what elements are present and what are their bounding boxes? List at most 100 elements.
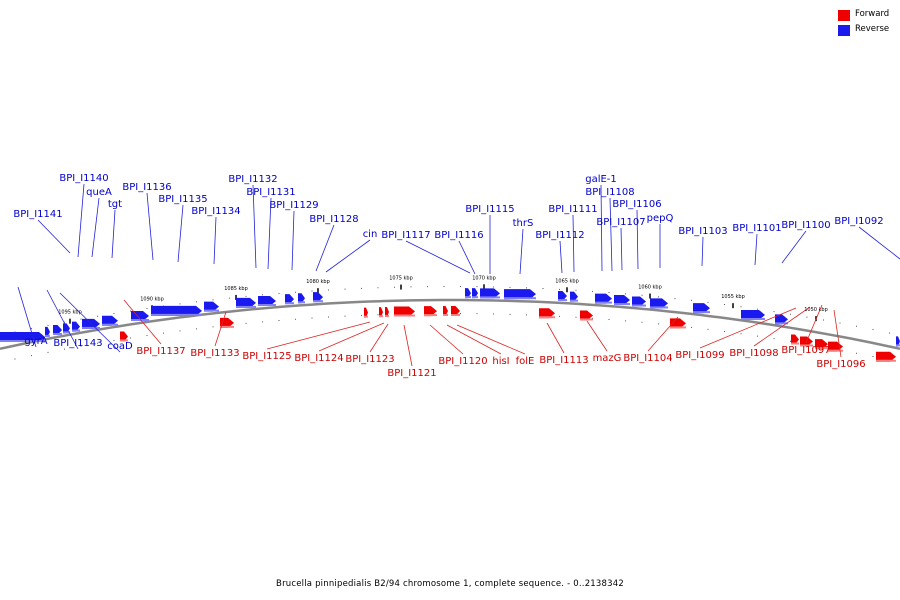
reverse-gene-arrow xyxy=(741,309,765,320)
gene-label: BPI_I1128 xyxy=(309,214,358,225)
gene-label: BPI_I1113 xyxy=(539,355,588,366)
legend-forward: Forward xyxy=(838,9,900,24)
gene-shadow xyxy=(298,301,305,304)
label-leader xyxy=(858,226,900,260)
label-leader xyxy=(369,323,389,353)
label-leader xyxy=(405,240,471,274)
gene-shadow xyxy=(580,318,593,321)
gene-shadow xyxy=(570,299,578,302)
reverse-gene-arrow xyxy=(53,325,62,336)
gene-shadow xyxy=(131,319,149,322)
gene-label: BPI_I1115 xyxy=(465,204,514,215)
scale-labels: 1095 kbp 1090 kbp 1085 kbp 1080 kbp 1075 kbp… xyxy=(58,275,828,324)
label-leader xyxy=(37,219,71,254)
gene-shadow xyxy=(800,344,813,347)
reverse-gene-arrow xyxy=(570,291,578,302)
sequence-caption: Brucella pinnipedialis B2/94 chromosome … xyxy=(276,579,624,589)
gene-shadow xyxy=(775,322,788,325)
gene-label: BPI_I1107 xyxy=(596,217,645,228)
forward-gene-arrow xyxy=(580,310,593,321)
forward-gene-arrow xyxy=(815,339,828,350)
label-leader xyxy=(701,236,704,267)
gene-shadow xyxy=(364,315,368,318)
label-leader xyxy=(267,197,272,270)
label-leader xyxy=(214,311,227,347)
label-leader xyxy=(586,320,608,352)
forward-gene-arrow xyxy=(539,308,555,319)
label-leader xyxy=(17,286,37,348)
reverse-gene-arrow xyxy=(258,295,276,306)
gene-shadow xyxy=(741,317,765,320)
gene-label: queA xyxy=(86,187,112,198)
gene-shadow xyxy=(595,301,612,304)
reverse-gene-arrow xyxy=(72,321,80,332)
reverse-gene-arrow xyxy=(45,326,50,337)
label-leader xyxy=(77,183,85,258)
scale-label: 1075 kbp xyxy=(389,276,413,282)
gene-shadow xyxy=(285,302,294,305)
reverse-gene-arrow xyxy=(298,293,305,304)
gene-shadow xyxy=(480,296,500,299)
gene-label: BPI_I1140 xyxy=(59,173,108,184)
gene-shadow xyxy=(693,311,710,314)
gene-label: BPI_I1143 xyxy=(53,338,102,349)
label-leader xyxy=(213,216,217,265)
gene-shadow xyxy=(236,305,256,308)
gene-shadow xyxy=(258,303,276,306)
label-leader xyxy=(519,228,524,275)
reverse-gene-arrow xyxy=(693,303,710,314)
scale-label: 1090 kbp xyxy=(140,296,164,302)
gene-label: BPI_I1103 xyxy=(678,226,727,237)
gene-shadow xyxy=(379,315,383,318)
label-leader xyxy=(600,184,603,272)
label-leader xyxy=(647,316,679,352)
label-leader xyxy=(833,309,842,358)
gene-label: BPI_I1117 xyxy=(381,230,430,241)
forward-gene-arrow xyxy=(364,307,368,318)
forward-gene-arrow xyxy=(379,307,383,318)
label-leader xyxy=(781,230,807,264)
gene-label: BPI_I1116 xyxy=(434,230,483,241)
gene-label: mazG xyxy=(593,353,622,364)
label-leader xyxy=(620,227,623,271)
gene-label: BPI_I1131 xyxy=(246,187,295,198)
label-leader xyxy=(446,324,502,355)
gene-shadow xyxy=(539,316,555,319)
gene-label: galE-1 xyxy=(585,174,617,185)
reverse-gene-arrow xyxy=(650,298,668,309)
label-leader xyxy=(559,240,563,274)
gene-label: BPI_I1120 xyxy=(438,356,487,367)
reverse-gene-arrow xyxy=(504,289,536,300)
gene-label: BPI_I1132 xyxy=(228,174,277,185)
reverse-swatch xyxy=(838,25,850,36)
gene-label: coaD xyxy=(107,341,133,352)
label-leader xyxy=(546,322,565,354)
reverse-gene-arrow xyxy=(465,288,471,299)
label-leader xyxy=(429,324,464,355)
label-leaders xyxy=(17,183,900,367)
gene-label: BPI_I1121 xyxy=(387,368,436,379)
reverse-gene-arrow xyxy=(595,293,612,304)
gene-label: BPI_I1106 xyxy=(612,199,661,210)
gene-shadow xyxy=(504,297,536,300)
gene-label: hisI xyxy=(492,356,509,367)
label-leader xyxy=(754,233,758,266)
gene-shadow xyxy=(558,299,567,302)
gene-shadow xyxy=(0,339,45,342)
reverse-gene-arrow xyxy=(285,294,294,305)
legend-reverse: Reverse xyxy=(838,24,900,39)
label-leader xyxy=(291,210,295,271)
legend-forward-label: Forward xyxy=(855,9,890,19)
gene-shadow xyxy=(53,333,62,336)
gene-shadow xyxy=(472,296,478,299)
reverse-gene-arrow xyxy=(480,288,500,299)
gene-label: BPI_I1099 xyxy=(675,350,724,361)
gene-shadow xyxy=(63,331,70,334)
gene-shadow xyxy=(791,342,799,345)
label-leader xyxy=(91,197,100,258)
gene-shadow xyxy=(876,359,896,362)
forward-gene-arrow xyxy=(443,306,448,317)
forward-gene-arrow xyxy=(791,334,799,345)
gene-label: BPI_I1096 xyxy=(816,359,865,370)
gene-shadow xyxy=(650,306,668,309)
